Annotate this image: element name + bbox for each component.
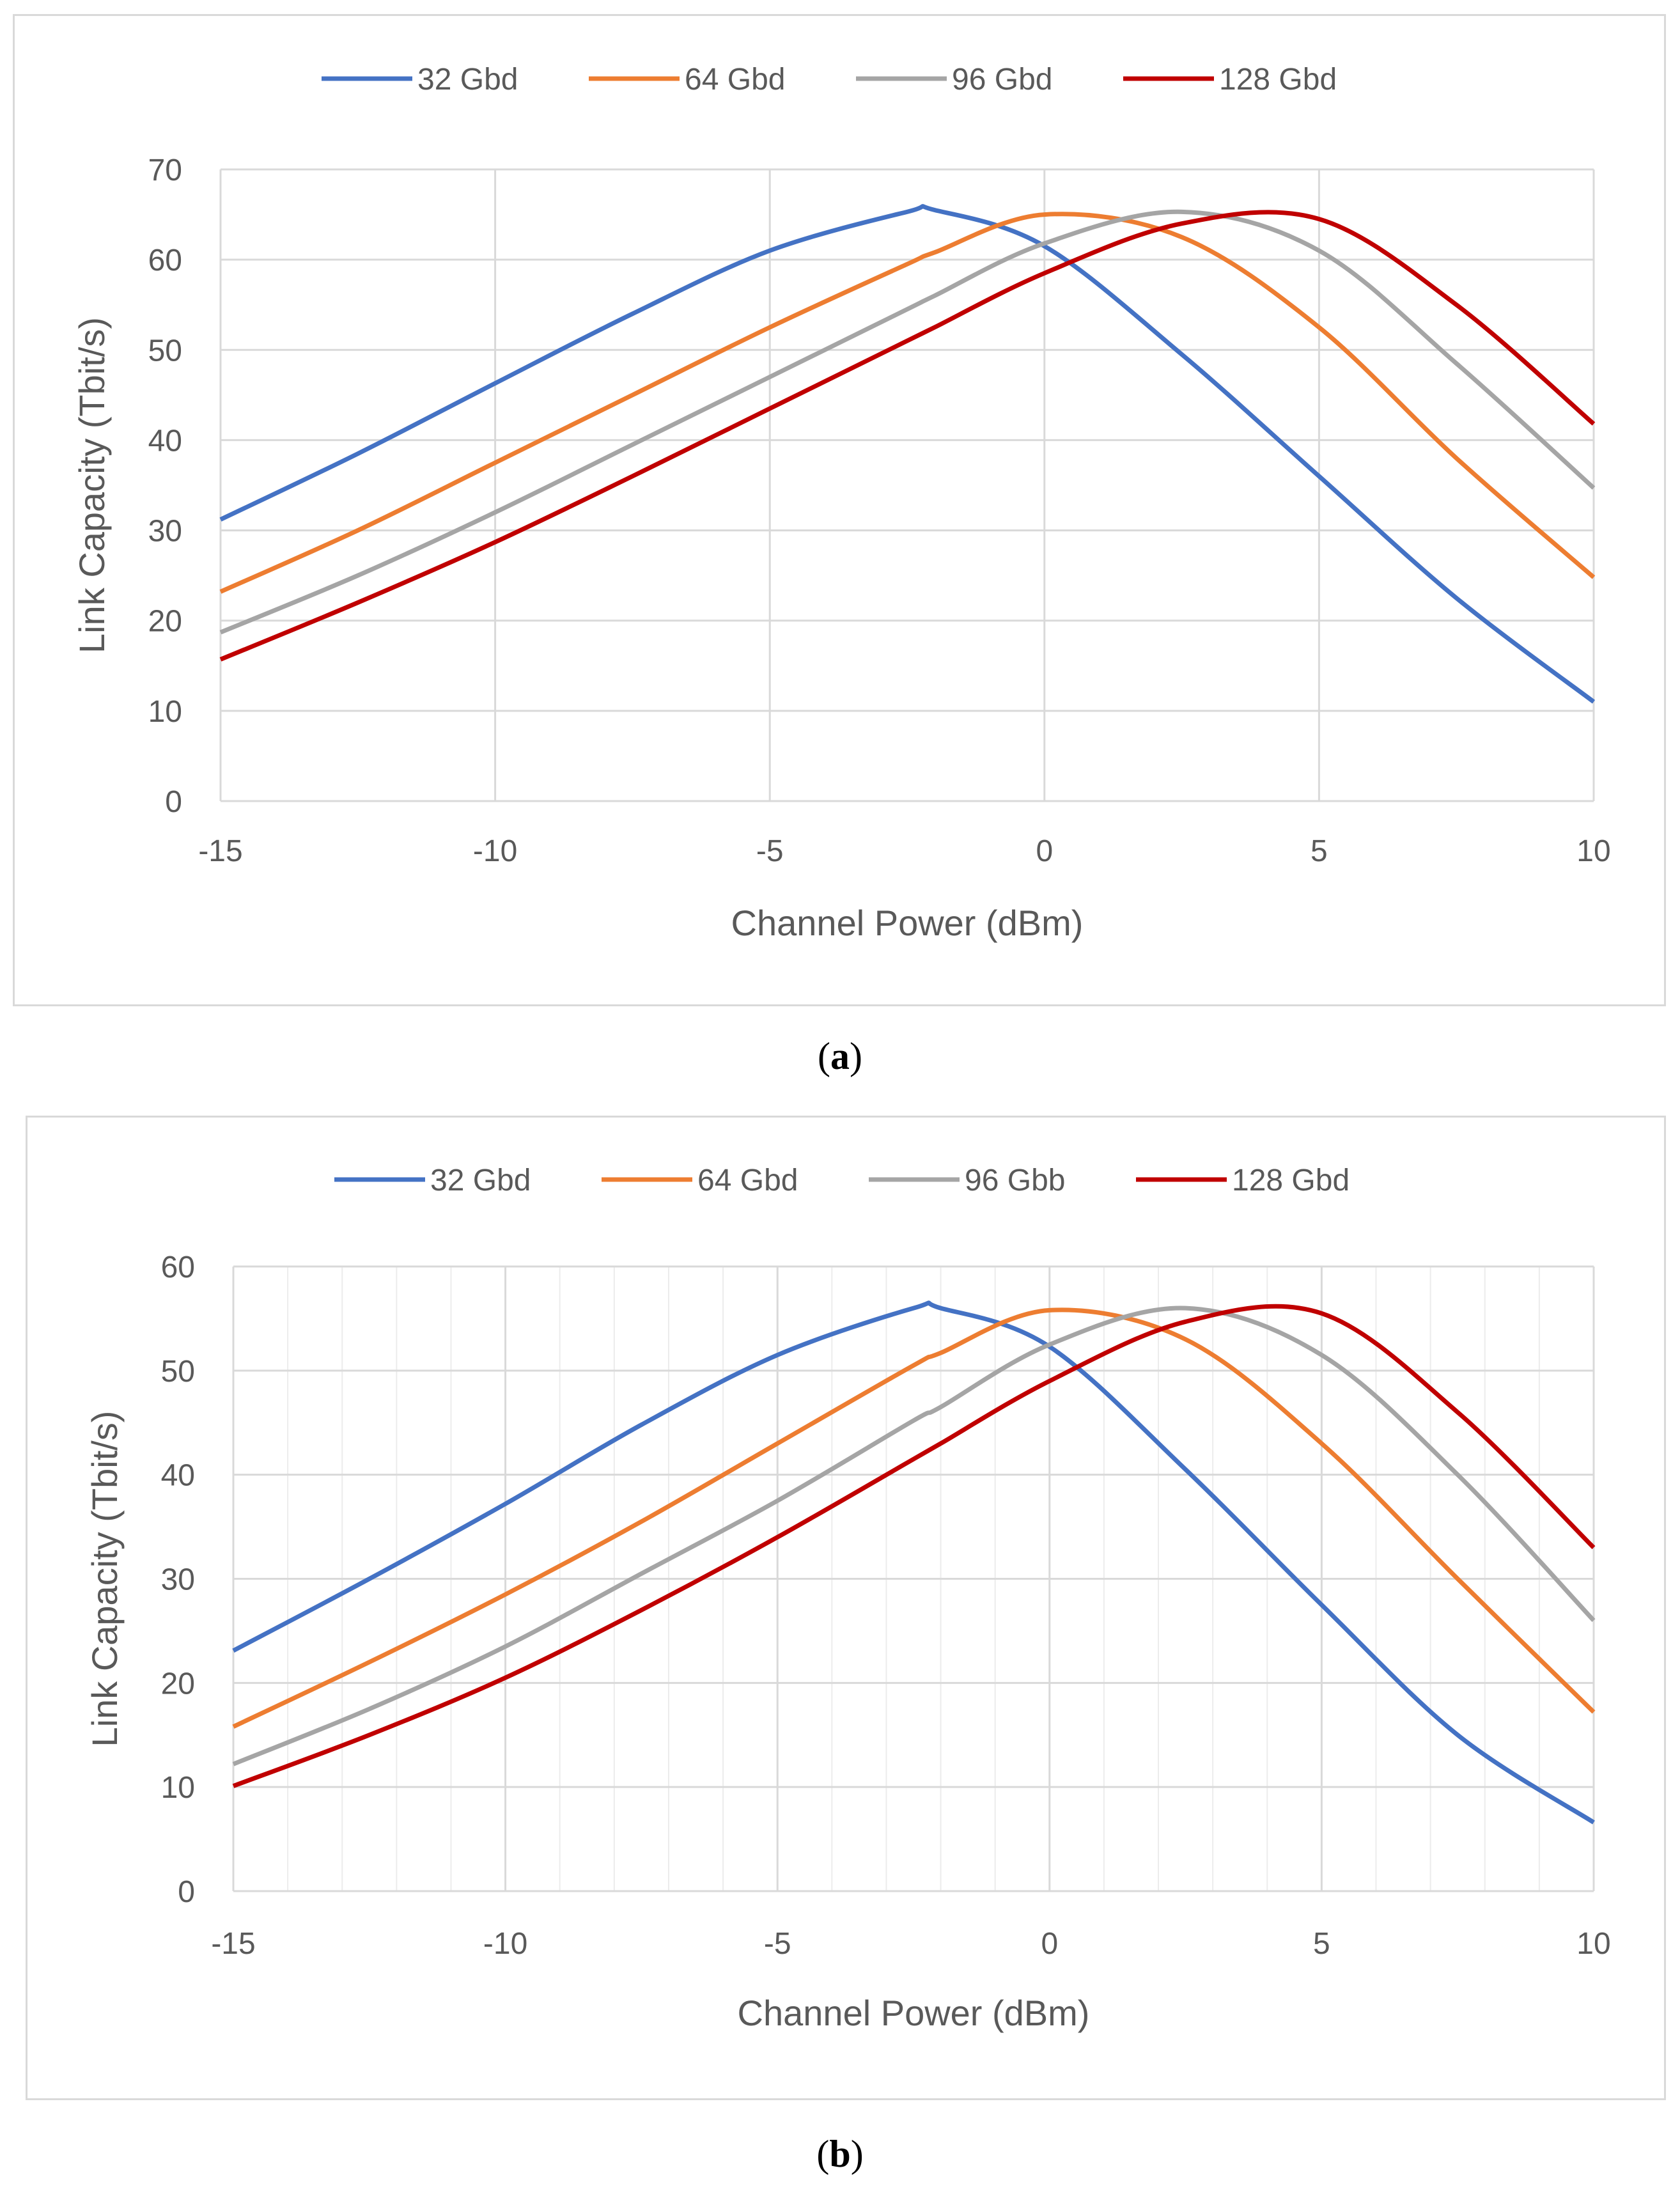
chart-a-x-axis-title: Channel Power (dBm) bbox=[731, 903, 1084, 943]
chart-a-legend-label-2: 64 Gbd bbox=[685, 63, 785, 97]
chart-a-y-axis-title: Link Capacity (Tbit/s) bbox=[72, 317, 112, 653]
chart-b-y-tick-label: 60 bbox=[161, 1251, 195, 1284]
chart-a-x-tick-label: 0 bbox=[1036, 834, 1053, 868]
chart-b-x-tick-label: 5 bbox=[1313, 1927, 1330, 1961]
chart-b-y-tick-label: 30 bbox=[161, 1563, 195, 1597]
chart-b-x-axis-title: Channel Power (dBm) bbox=[738, 1993, 1090, 2033]
chart-b-series-line-3 bbox=[232, 1306, 1596, 1766]
chart-a-y-tick-label: 20 bbox=[148, 605, 182, 639]
chart-b-svg: -15 -10 -5 0 5 10 0 10 20 30 40 50 60 Channel Power (… bbox=[84, 1164, 1611, 2033]
caption-a-letter: a bbox=[830, 1035, 850, 1077]
chart-b-x-tick-label: -5 bbox=[764, 1927, 791, 1961]
chart-b-legend-label-4: 128 Gbd bbox=[1232, 1164, 1349, 1197]
chart-a-legend-label-4: 128 Gbd bbox=[1219, 63, 1337, 97]
chart-a-x-tick-label: -10 bbox=[473, 834, 517, 868]
chart-b-y-tick-label: 50 bbox=[161, 1355, 195, 1389]
chart-a-legend-label-1: 32 Gbd bbox=[417, 63, 518, 97]
chart-a-series-line-1 bbox=[219, 204, 1596, 704]
chart-b-y-axis-title: Link Capacity (Tbit/s) bbox=[84, 1411, 125, 1747]
chart-panel-a: -15 -10 -5 0 5 10 0 10 20 30 40 50 60 70 Channel Power… bbox=[13, 14, 1666, 1006]
caption-b-open: ( bbox=[816, 2133, 830, 2175]
chart-b-series-line-2 bbox=[232, 1307, 1596, 1729]
chart-a-y-tick-label: 70 bbox=[148, 153, 182, 187]
caption-b-close: ) bbox=[850, 2133, 864, 2175]
chart-a-svg: -15 -10 -5 0 5 10 0 10 20 30 40 50 60 70 Channel Power… bbox=[72, 63, 1611, 943]
chart-a-x-tick-label: 5 bbox=[1311, 834, 1328, 868]
chart-b-series-line-1 bbox=[232, 1300, 1595, 1825]
chart-b-y-tick-label: 10 bbox=[161, 1771, 195, 1805]
chart-a-y-tick-label: 30 bbox=[148, 515, 182, 549]
chart-a-x-tick-label: -15 bbox=[198, 834, 242, 868]
chart-b-legend-label-2: 64 Gbd bbox=[697, 1164, 798, 1197]
chart-a-x-tick-label: -5 bbox=[756, 834, 784, 868]
chart-b-y-tick-label: 0 bbox=[178, 1875, 195, 1909]
chart-b-legend-label-3: 96 Gbb bbox=[965, 1164, 1065, 1197]
caption-b-letter: b bbox=[829, 2133, 851, 2175]
chart-a-y-tick-label: 10 bbox=[148, 695, 182, 729]
chart-b-y-tick-label: 40 bbox=[161, 1459, 195, 1493]
chart-a-series-line-2 bbox=[219, 212, 1596, 594]
chart-a-x-tick-label: 10 bbox=[1576, 834, 1610, 868]
chart-a-y-tick-label: 60 bbox=[148, 244, 182, 277]
caption-a: (a) bbox=[0, 1034, 1680, 1079]
chart-a-y-tick-label: 50 bbox=[148, 334, 182, 368]
caption-b: (b) bbox=[0, 2132, 1680, 2176]
chart-a-series-line-3 bbox=[219, 209, 1596, 635]
chart-b-x-tick-label: 10 bbox=[1576, 1927, 1610, 1961]
chart-b-x-tick-label: -15 bbox=[211, 1927, 255, 1961]
chart-b-x-tick-label: -10 bbox=[483, 1927, 527, 1961]
caption-a-close: ) bbox=[850, 1035, 862, 1077]
chart-a-y-tick-label: 40 bbox=[148, 424, 182, 458]
chart-b-x-tick-label: 0 bbox=[1041, 1927, 1058, 1961]
chart-panel-b: -15 -10 -5 0 5 10 0 10 20 30 40 50 60 Channel Power (… bbox=[26, 1116, 1666, 2100]
chart-a-legend-label-3: 96 Gbd bbox=[952, 63, 1052, 97]
chart-b-y-tick-label: 20 bbox=[161, 1667, 195, 1701]
chart-b-series-line-4 bbox=[232, 1304, 1596, 1788]
chart-a-series-line-4 bbox=[219, 210, 1596, 662]
chart-a-y-tick-label: 0 bbox=[165, 785, 182, 819]
caption-a-open: ( bbox=[818, 1035, 830, 1077]
chart-b-legend-label-1: 32 Gbd bbox=[430, 1164, 531, 1197]
